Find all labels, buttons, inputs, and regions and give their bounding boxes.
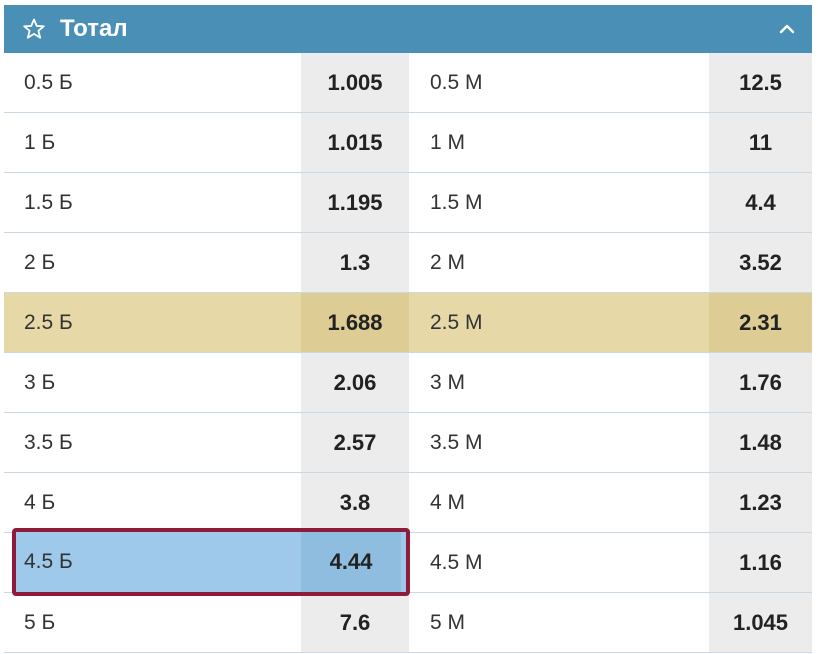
under-label: 1 М xyxy=(430,131,466,154)
under-odd-button[interactable]: 1.23 xyxy=(709,473,812,532)
under-odd-button[interactable]: 4.4 xyxy=(709,173,812,232)
over-odd-button[interactable]: 1.688 xyxy=(301,293,409,352)
chevron-up-icon[interactable] xyxy=(778,20,796,38)
under-odd-button[interactable]: 1.76 xyxy=(709,353,812,412)
odds-row: 3.5 Б 2.57 3.5 М 1.48 xyxy=(4,413,812,473)
under-odd-button[interactable]: 3.52 xyxy=(709,233,812,292)
odds-row: 0.5 Б 1.005 0.5 М 12.5 xyxy=(4,53,812,113)
under-odd-button[interactable]: 12.5 xyxy=(709,53,812,112)
over-odd-button[interactable]: 2.06 xyxy=(301,353,409,412)
selected-over-odd-button[interactable]: 4.44 xyxy=(301,532,401,592)
over-label: 3.5 Б xyxy=(24,431,73,454)
under-label: 3 М xyxy=(430,371,466,394)
odds-row: 4.5 М 1.16 xyxy=(4,533,812,593)
odds-row: 4 Б 3.8 4 М 1.23 xyxy=(4,473,812,533)
odds-row: 1.5 Б 1.195 1.5 М 4.4 xyxy=(4,173,812,233)
under-label: 0.5 М xyxy=(430,71,483,94)
over-odd-button[interactable]: 1.005 xyxy=(301,53,409,112)
over-label: 1 Б xyxy=(24,131,56,154)
under-odd-button[interactable]: 1.045 xyxy=(709,593,812,652)
selected-bet-cell[interactable]: 4.5 Б 4.44 xyxy=(12,528,410,596)
over-odd-button[interactable]: 1.195 xyxy=(301,173,409,232)
over-label: 2 Б xyxy=(24,251,56,274)
under-label: 5 М xyxy=(430,611,466,634)
over-odd-button[interactable]: 1.015 xyxy=(301,113,409,172)
under-odd-button[interactable]: 1.16 xyxy=(709,533,812,592)
over-odd-button[interactable]: 3.8 xyxy=(301,473,409,532)
under-odd-button[interactable]: 1.48 xyxy=(709,413,812,472)
under-odd-button[interactable]: 11 xyxy=(709,113,812,172)
odds-row-highlighted: 2.5 Б 1.688 2.5 М 2.31 xyxy=(4,293,812,353)
over-odd-button[interactable]: 1.3 xyxy=(301,233,409,292)
under-odd-button[interactable]: 2.31 xyxy=(709,293,812,352)
over-label: 0.5 Б xyxy=(24,71,73,94)
odds-table: 0.5 Б 1.005 0.5 М 12.5 1 Б 1.015 1 М 11 … xyxy=(4,53,812,653)
over-label: 4 Б xyxy=(24,491,56,514)
over-odd-button[interactable]: 7.6 xyxy=(301,593,409,652)
over-label: 5 Б xyxy=(24,611,56,634)
over-label: 3 Б xyxy=(24,371,56,394)
selected-over-label: 4.5 Б xyxy=(24,550,73,573)
under-label: 2 М xyxy=(430,251,466,274)
under-label: 3.5 М xyxy=(430,431,483,454)
over-odd-button[interactable]: 2.57 xyxy=(301,413,409,472)
under-label: 2.5 М xyxy=(430,311,483,334)
under-label: 4.5 М xyxy=(430,551,483,574)
odds-row: 1 Б 1.015 1 М 11 xyxy=(4,113,812,173)
under-label: 4 М xyxy=(430,491,466,514)
under-label: 1.5 М xyxy=(430,191,483,214)
odds-row: 2 Б 1.3 2 М 3.52 xyxy=(4,233,812,293)
over-label: 1.5 Б xyxy=(24,191,73,214)
over-label: 2.5 Б xyxy=(24,311,73,334)
odds-row: 3 Б 2.06 3 М 1.76 xyxy=(4,353,812,413)
total-market-panel: Тотал 0.5 Б 1.005 0.5 М 12.5 1 Б 1.015 1… xyxy=(4,5,812,653)
star-outline-icon[interactable] xyxy=(22,17,46,41)
odds-row: 5 Б 7.6 5 М 1.045 xyxy=(4,593,812,653)
market-title: Тотал xyxy=(60,15,128,42)
market-header[interactable]: Тотал xyxy=(4,5,812,53)
